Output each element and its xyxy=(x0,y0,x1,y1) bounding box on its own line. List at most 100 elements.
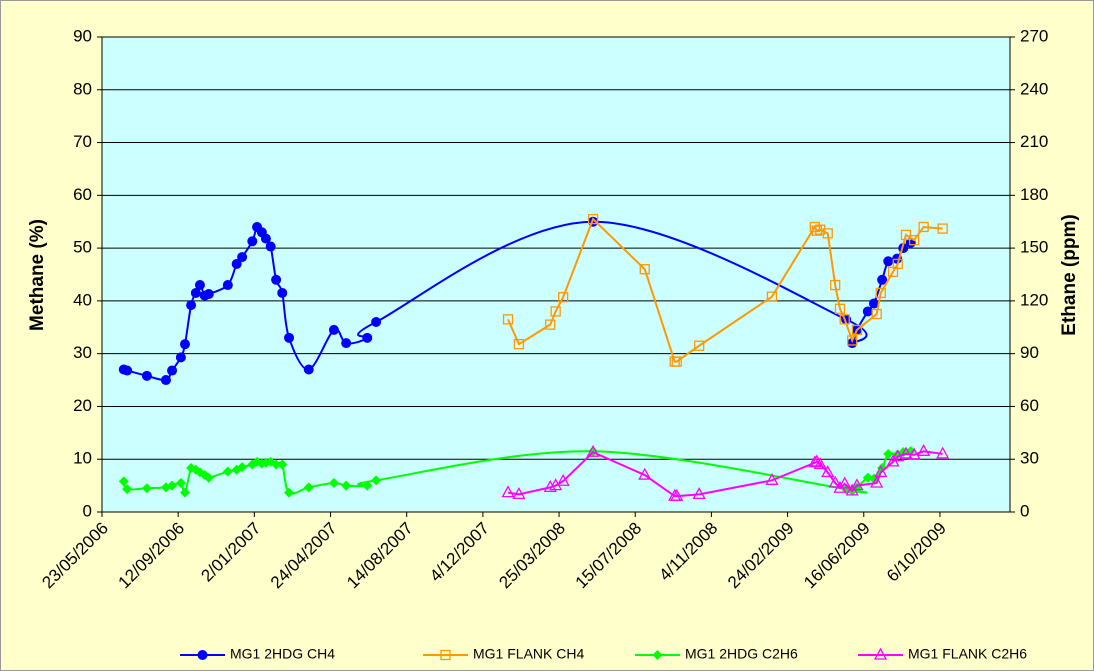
marker xyxy=(586,444,600,457)
marker xyxy=(341,480,352,491)
marker xyxy=(899,446,913,459)
marker xyxy=(652,650,663,660)
plot-border xyxy=(101,36,1011,513)
marker xyxy=(501,485,515,498)
marker xyxy=(907,447,921,460)
marker xyxy=(231,258,242,269)
y2-tick-label: 180 xyxy=(1020,185,1048,204)
marker xyxy=(828,475,842,488)
marker xyxy=(271,459,282,470)
marker xyxy=(440,649,451,661)
marker xyxy=(303,482,314,493)
marker xyxy=(265,241,276,252)
marker xyxy=(868,298,879,309)
marker xyxy=(167,480,178,491)
marker xyxy=(222,280,233,291)
marker xyxy=(371,317,382,327)
y-tick-label: 20 xyxy=(73,396,92,415)
marker xyxy=(766,291,778,302)
marker xyxy=(834,303,846,314)
marker xyxy=(821,465,835,478)
y2-tick-label: 0 xyxy=(1020,501,1029,520)
marker xyxy=(936,446,950,459)
marker xyxy=(892,258,903,270)
marker xyxy=(557,292,569,303)
marker xyxy=(203,289,214,300)
marker xyxy=(197,650,208,660)
marker xyxy=(830,279,841,291)
marker xyxy=(175,352,186,363)
marker xyxy=(883,256,894,267)
y2-tick-label: 150 xyxy=(1020,238,1048,257)
marker xyxy=(808,455,822,468)
marker xyxy=(587,213,599,225)
y-tick-label: 40 xyxy=(73,290,92,309)
marker xyxy=(513,339,525,350)
marker xyxy=(303,364,314,375)
plot-area xyxy=(102,37,1010,512)
marker xyxy=(194,280,205,291)
marker xyxy=(237,462,248,473)
y-tick-label: 60 xyxy=(73,185,92,204)
marker xyxy=(512,487,526,500)
marker xyxy=(141,370,152,381)
marker xyxy=(118,476,129,487)
y-tick-label: 80 xyxy=(73,79,92,98)
marker xyxy=(167,365,178,376)
y2-tick-label: 240 xyxy=(1020,79,1048,98)
legend-label: MG1 FLANK CH4 xyxy=(473,646,584,662)
y2-tick-label: 210 xyxy=(1020,132,1048,151)
marker xyxy=(871,308,882,320)
y2-tick-label: 90 xyxy=(1020,343,1039,362)
legend-label: MG1 2HDG C2H6 xyxy=(685,646,798,662)
marker xyxy=(260,233,271,244)
y2-tick-label: 60 xyxy=(1020,396,1039,415)
marker xyxy=(877,274,888,285)
marker xyxy=(284,487,295,498)
marker xyxy=(822,228,833,239)
marker xyxy=(545,319,556,330)
marker xyxy=(175,477,186,488)
marker xyxy=(891,449,905,462)
marker xyxy=(271,274,282,285)
legend-label: MG1 2HDG CH4 xyxy=(230,646,335,662)
marker xyxy=(918,221,929,233)
marker xyxy=(847,335,858,346)
marker xyxy=(639,264,650,275)
marker xyxy=(328,324,339,335)
y-tick-label: 70 xyxy=(73,132,92,151)
marker xyxy=(850,478,864,491)
marker xyxy=(179,487,190,498)
marker xyxy=(190,287,201,298)
y2-tick-label: 270 xyxy=(1020,26,1048,45)
marker xyxy=(328,477,339,488)
marker xyxy=(556,473,570,486)
marker xyxy=(873,647,888,660)
marker xyxy=(222,466,233,477)
marker xyxy=(670,488,684,501)
marker xyxy=(883,448,894,459)
marker xyxy=(543,480,557,493)
marker xyxy=(937,223,948,234)
marker xyxy=(838,476,852,489)
marker xyxy=(671,356,682,367)
y-tick-label: 0 xyxy=(83,501,92,520)
marker xyxy=(362,480,373,491)
y-tick-label: 10 xyxy=(73,449,92,468)
marker xyxy=(692,487,706,500)
marker xyxy=(277,459,288,470)
y2-tick-label: 120 xyxy=(1020,290,1048,309)
marker xyxy=(371,475,382,486)
marker xyxy=(341,338,352,349)
marker xyxy=(141,483,152,494)
marker xyxy=(179,339,190,350)
y-tick-label: 50 xyxy=(73,238,92,257)
marker xyxy=(874,465,888,478)
marker xyxy=(502,314,514,325)
y-tick-label: 30 xyxy=(73,343,92,362)
legend-label: MG1 FLANK C2H6 xyxy=(908,646,1027,662)
marker xyxy=(851,324,863,336)
marker xyxy=(875,287,886,299)
marker xyxy=(862,472,873,483)
